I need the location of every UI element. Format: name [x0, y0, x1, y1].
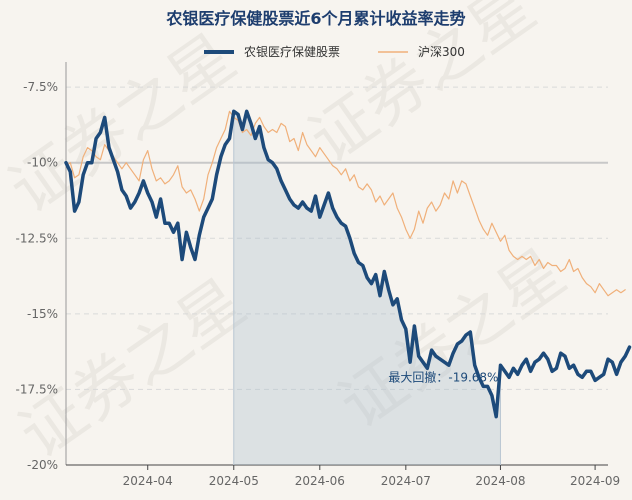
y-tick-label-3: -15%	[27, 307, 58, 321]
y-tick-label-0: -7.5%	[23, 80, 58, 94]
x-tick-label-1: 2024-05	[209, 474, 259, 488]
gridlines	[66, 86, 608, 466]
chart-title: 农银医疗保健股票近6个月累计收益率走势	[165, 9, 465, 28]
watermark-3: 证券之星	[7, 266, 259, 473]
drawdown-area	[233, 111, 501, 466]
y-tick-label-4: -17.5%	[16, 382, 58, 396]
x-tick-label-5: 2024-09	[570, 474, 620, 488]
y-tick-label-5: -20%	[27, 458, 58, 472]
x-tick-label-3: 2024-07	[381, 474, 431, 488]
x-axis: 2024-04 2024-05 2024-06 2024-07 2024-08 2024-…	[66, 464, 620, 488]
legend-label-fund: 农银医疗保健股票	[244, 45, 340, 59]
legend: 农银医疗保健股票 沪深300	[204, 45, 465, 59]
max-drawdown-label: 最大回撤：-19.68%	[388, 369, 498, 384]
y-tick-label-1: -10%	[27, 156, 58, 170]
legend-label-index: 沪深300	[418, 45, 465, 59]
y-tick-label-2: -12.5%	[16, 231, 58, 245]
x-tick-label-2: 2024-06	[295, 474, 345, 488]
series-line-fund	[64, 109, 632, 419]
y-axis: -7.5% -10% -12.5% -15% -17.5% -20%	[16, 62, 67, 472]
series-line-index	[65, 110, 626, 297]
x-tick-label-0: 2024-04	[123, 474, 173, 488]
x-tick-label-4: 2024-08	[475, 474, 525, 488]
plot-area	[64, 109, 632, 466]
